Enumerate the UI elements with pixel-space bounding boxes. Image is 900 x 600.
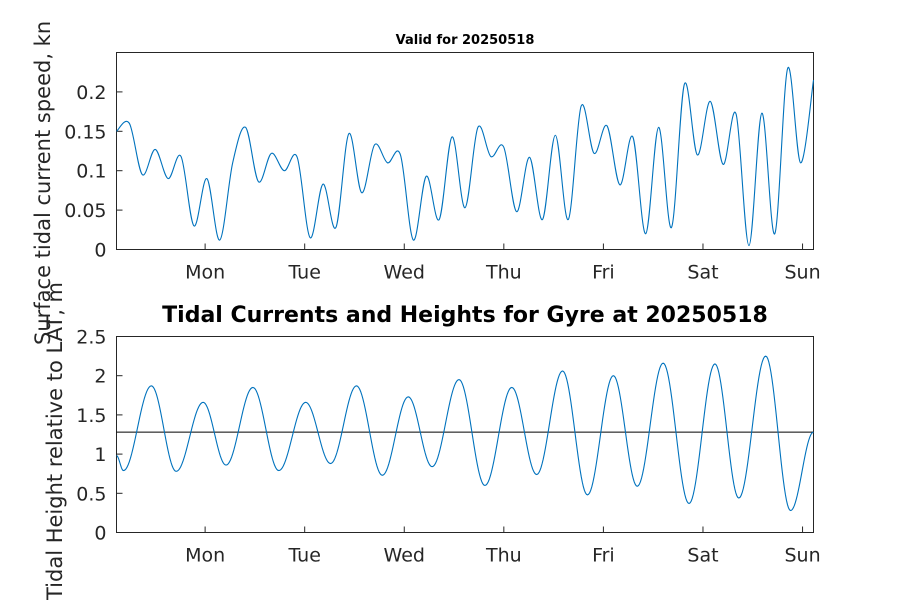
y-tick-label: 0.2 — [76, 82, 106, 104]
y-tick-label: 0.15 — [64, 121, 106, 143]
y-tick-label: 0.5 — [76, 483, 106, 505]
x-tick-label: Sat — [687, 262, 718, 284]
x-tick-label: Sun — [784, 262, 820, 284]
bottom-chart: Tidal Currents and Heights for Gyre at 2… — [76, 303, 820, 567]
top-chart-y-ticks: 0 0.05 0.1 0.15 0.2 — [64, 82, 123, 262]
x-tick-label: Sun — [784, 545, 820, 567]
y-tick-label: 1.5 — [76, 405, 106, 427]
x-tick-label: Wed — [384, 545, 425, 567]
x-tick-label: Sat — [687, 545, 718, 567]
x-tick-label: Tue — [287, 262, 320, 284]
y-tick-label: 2 — [94, 366, 106, 388]
bottom-chart-y-ticks: 0 0.5 1 1.5 2 2.5 — [76, 327, 123, 545]
top-chart-current-speed-line — [116, 67, 815, 247]
bottom-chart-axes-box — [116, 336, 814, 533]
y-tick-label: 1 — [94, 444, 106, 466]
bottom-chart-x-ticks: Mon Tue Wed Thu Fri Sat Sun — [185, 526, 821, 567]
x-tick-label: Mon — [185, 262, 225, 284]
y-tick-label: 0 — [94, 240, 106, 262]
x-tick-label: Thu — [485, 545, 522, 567]
y-tick-label: 2.5 — [76, 327, 106, 349]
x-tick-label: Fri — [592, 262, 615, 284]
x-tick-label: Thu — [485, 262, 522, 284]
x-tick-label: Mon — [185, 545, 225, 567]
top-chart: Valid for 20250518 0 0.05 0.1 0.15 0.2 Mon Tu… — [64, 33, 820, 284]
x-tick-label: Tue — [287, 545, 320, 567]
top-chart-title: Valid for 20250518 — [396, 33, 535, 48]
top-chart-axes-box — [116, 52, 814, 250]
top-chart-x-ticks: Mon Tue Wed Thu Fri Sat Sun — [185, 243, 821, 284]
bottom-chart-title: Tidal Currents and Heights for Gyre at 2… — [162, 303, 768, 328]
bottom-chart-y-axis-label: Tidal Height relative to LAT, m — [43, 282, 67, 600]
bottom-chart-tidal-height-line — [116, 355, 814, 512]
y-tick-label: 0.1 — [76, 161, 106, 183]
x-tick-label: Wed — [384, 262, 425, 284]
y-tick-label: 0.05 — [64, 200, 106, 222]
x-tick-label: Fri — [592, 545, 615, 567]
y-tick-label: 0 — [94, 523, 106, 545]
top-chart-y-axis-label: Surface tidal current speed, kn — [31, 21, 55, 345]
